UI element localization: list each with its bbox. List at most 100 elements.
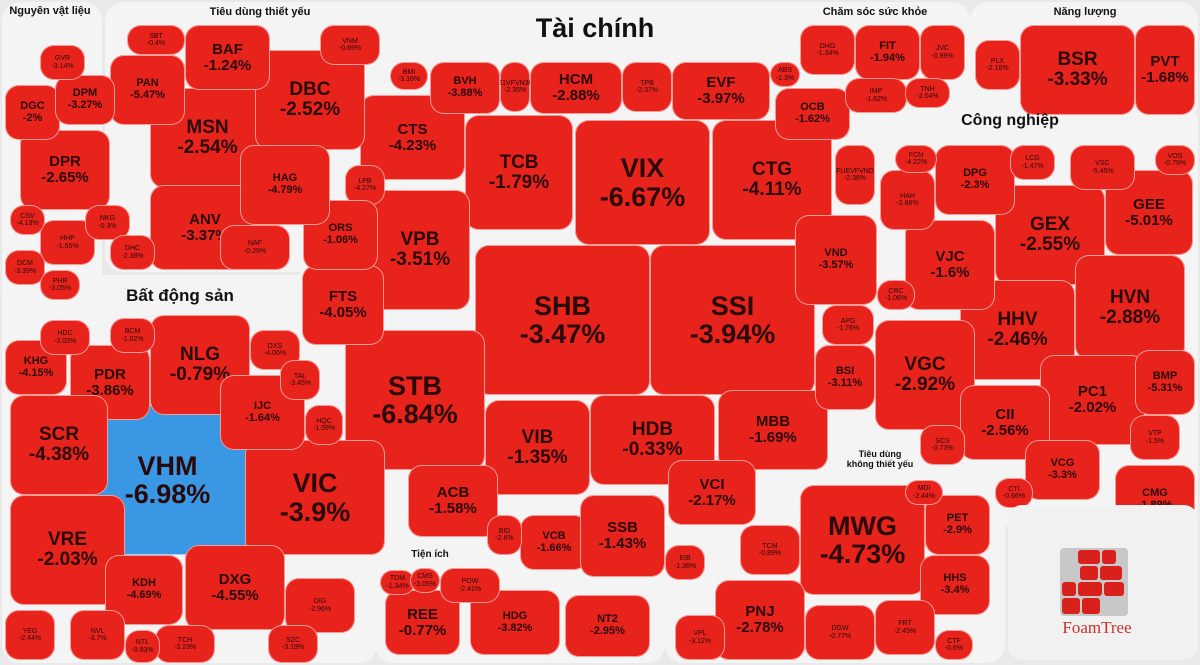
stock-cell-vpb[interactable]: VPB -3.51% <box>370 190 470 310</box>
stock-cell-tnh[interactable]: TNH -2.04% <box>905 78 950 108</box>
stock-cell-tcb[interactable]: TCB -1.79% <box>465 115 573 230</box>
stock-cell-bid[interactable]: BID -2.6% <box>487 515 522 555</box>
stock-cell-vcb[interactable]: VCB -1.66% <box>520 515 588 570</box>
stock-cell-dgw[interactable]: DGW -0.77% <box>805 605 875 660</box>
stock-cell-tal[interactable]: TAL -3.45% <box>280 360 320 400</box>
stock-cell-fit[interactable]: FIT -1.94% <box>855 25 920 80</box>
stock-cell-ree[interactable]: REE -0.77% <box>385 590 460 655</box>
stock-cell-abs[interactable]: ABS -1.3% <box>770 62 800 87</box>
stock-cell-cti[interactable]: CTI -0.66% <box>995 478 1033 508</box>
stock-cell-vsc[interactable]: VSC -5.45% <box>1070 145 1135 190</box>
stock-cell-mdi[interactable]: MDI -2.44% <box>905 480 943 505</box>
stock-cell-bsr[interactable]: BSR -3.33% <box>1020 25 1135 115</box>
stock-cell-crc[interactable]: CRC -1.06% <box>877 280 915 310</box>
stock-cell-ctg[interactable]: CTG -4.11% <box>712 120 832 240</box>
stock-cell-vjc[interactable]: VJC -1.6% <box>905 220 995 310</box>
stock-cell-fuevfvnd[interactable]: FUEVFVND -2.36% <box>835 145 875 205</box>
stock-cell-bcm[interactable]: BCM -1.02% <box>110 318 155 353</box>
stock-cell-tdm[interactable]: TDM -1.34% <box>380 570 415 595</box>
stock-cell-imp[interactable]: IMP -1.62% <box>845 78 907 113</box>
stock-cell-nkg[interactable]: NKG -0.3% <box>85 205 130 240</box>
stock-cell-pnj[interactable]: PNJ -2.78% <box>715 580 805 660</box>
stock-cell-hvn[interactable]: HVN -2.88% <box>1075 255 1185 360</box>
stock-cell-naf[interactable]: NAF -0.29% <box>220 225 290 270</box>
stock-cell-vcg[interactable]: VCG -3.3% <box>1025 440 1100 500</box>
stock-cell-baf[interactable]: BAF -1.24% <box>185 25 270 90</box>
stock-cell-bsi[interactable]: BSI -3.11% <box>815 345 875 410</box>
stock-cell-tcm[interactable]: TCM -0.89% <box>740 525 800 575</box>
stock-cell-bmi[interactable]: BMI -3.16% <box>390 62 428 90</box>
stock-cell-ocb[interactable]: OCB -1.62% <box>775 88 850 140</box>
stock-cell-eib[interactable]: EIB -1.36% <box>665 545 705 580</box>
stock-cell-dbc[interactable]: DBC -2.52% <box>255 50 365 150</box>
stock-cell-pc1[interactable]: PC1 -2.02% <box>1040 355 1145 445</box>
stock-cell-dxs[interactable]: DXS -4.06% <box>250 330 300 370</box>
stock-cell-mbb[interactable]: MBB -1.69% <box>718 390 828 470</box>
stock-cell-scs[interactable]: SCS -0.73% <box>920 425 965 465</box>
stock-cell-apg[interactable]: APG -1.76% <box>822 305 874 345</box>
stock-cell-pvt[interactable]: PVT -1.68% <box>1135 25 1195 115</box>
stock-cell-nvl[interactable]: NVL -3.7% <box>70 610 125 660</box>
stock-cell-mwg[interactable]: MWG -4.73% <box>800 485 925 595</box>
stock-cell-csv[interactable]: CSV -4.13% <box>10 205 45 235</box>
stock-cell-gex[interactable]: GEX -2.55% <box>995 185 1105 285</box>
stock-cell-ors[interactable]: ORS -1.06% <box>303 200 378 270</box>
stock-cell-frt[interactable]: FRT -2.45% <box>875 600 935 655</box>
stock-cell-vpl[interactable]: VPL -3.12% <box>675 615 725 660</box>
stock-cell-ssb[interactable]: SSB -1.43% <box>580 495 665 577</box>
stock-cell-nt2[interactable]: NT2 -2.95% <box>565 595 650 657</box>
stock-cell-vtp[interactable]: VTP -1.5% <box>1130 415 1180 460</box>
stock-cell-acb[interactable]: ACB -1.58% <box>408 465 498 537</box>
stock-cell-pow[interactable]: POW -2.41% <box>440 568 500 603</box>
stock-cell-hhp[interactable]: HHP -1.65% <box>40 220 95 265</box>
stock-cell-vib[interactable]: VIB -1.35% <box>485 400 590 495</box>
stock-cell-fts[interactable]: FTS -4.05% <box>302 265 384 345</box>
stock-cell-dig[interactable]: DIG -2.96% <box>285 578 355 633</box>
stock-cell-evf[interactable]: EVF -3.97% <box>672 62 770 120</box>
stock-cell-sbt[interactable]: SBT -0.4% <box>127 25 185 55</box>
stock-cell-dpg[interactable]: DPG -2.3% <box>935 145 1015 215</box>
stock-cell-dhc[interactable]: DHC -2.38% <box>110 235 155 270</box>
stock-cell-cms[interactable]: CMS -3.05% <box>410 568 440 593</box>
stock-cell-vre[interactable]: VRE -2.03% <box>10 495 125 605</box>
stock-cell-dcm[interactable]: DCM -3.39% <box>5 250 45 285</box>
stock-cell-e1vfvn30[interactable]: E1VFVN30-2.35% <box>500 62 530 112</box>
stock-cell-vnm[interactable]: VNM -0.69% <box>320 25 380 65</box>
stock-cell-jvc[interactable]: JVC -0.99% <box>920 25 965 80</box>
stock-cell-hcm[interactable]: HCM -2.88% <box>530 62 622 114</box>
stock-cell-plx[interactable]: PLX -2.16% <box>975 40 1020 90</box>
stock-cell-ssi[interactable]: SSI -3.94% <box>650 245 815 395</box>
stock-cell-ctf[interactable]: CTF -0.6% <box>935 630 973 660</box>
stock-cell-dxg[interactable]: DXG -4.55% <box>185 545 285 630</box>
stock-cell-vnd[interactable]: VND -3.57% <box>795 215 877 305</box>
stock-cell-scr[interactable]: SCR -4.38% <box>10 395 108 495</box>
stock-cell-tpb[interactable]: TPB -2.37% <box>622 62 672 112</box>
stock-cell-lcg[interactable]: LCG -1.47% <box>1010 145 1055 180</box>
stock-cell-vos[interactable]: VOS -0.79% <box>1155 145 1195 175</box>
stock-cell-shb[interactable]: SHB -3.47% <box>475 245 650 395</box>
stock-cell-yeg[interactable]: YEG -2.44% <box>5 610 55 660</box>
stock-cell-dgc[interactable]: DGC -2% <box>5 85 60 140</box>
stock-cell-tch[interactable]: TCH -3.23% <box>155 625 215 663</box>
stock-cell-hdc[interactable]: HDC -3.03% <box>40 320 90 355</box>
stock-cell-kdh[interactable]: KDH -4.69% <box>105 555 183 625</box>
stock-cell-vgc[interactable]: VGC -2.92% <box>875 320 975 430</box>
stock-cell-ntl[interactable]: NTL -0.93% <box>125 630 160 663</box>
stock-cell-gvr[interactable]: GVR -3.14% <box>40 45 85 80</box>
stock-cell-szc[interactable]: SZC -3.19% <box>268 625 318 663</box>
stock-cell-fcn[interactable]: FCN -4.22% <box>895 145 937 173</box>
stock-cell-pan[interactable]: PAN -5.47% <box>110 55 185 125</box>
stock-cell-lpb[interactable]: LPB -4.27% <box>345 165 385 205</box>
stock-cell-bmp[interactable]: BMP -5.31% <box>1135 350 1195 415</box>
stock-cell-dpm[interactable]: DPM -3.27% <box>55 75 115 125</box>
stock-cell-bvh[interactable]: BVH -3.88% <box>430 62 500 114</box>
stock-cell-hah[interactable]: HAH -2.88% <box>880 170 935 230</box>
stock-cell-hqc[interactable]: HQC -1.59% <box>305 405 343 445</box>
stock-cell-dhg[interactable]: DHG -1.34% <box>800 25 855 75</box>
stock-cell-hag[interactable]: HAG -4.79% <box>240 145 330 225</box>
stock-cell-pet[interactable]: PET -2.9% <box>925 495 990 555</box>
stock-cell-vic[interactable]: VIC -3.9% <box>245 440 385 555</box>
stock-cell-phr[interactable]: PHR -3.05% <box>40 270 80 300</box>
stock-cell-vix[interactable]: VIX -6.67% <box>575 120 710 245</box>
stock-cell-dpr[interactable]: DPR -2.65% <box>20 130 110 210</box>
